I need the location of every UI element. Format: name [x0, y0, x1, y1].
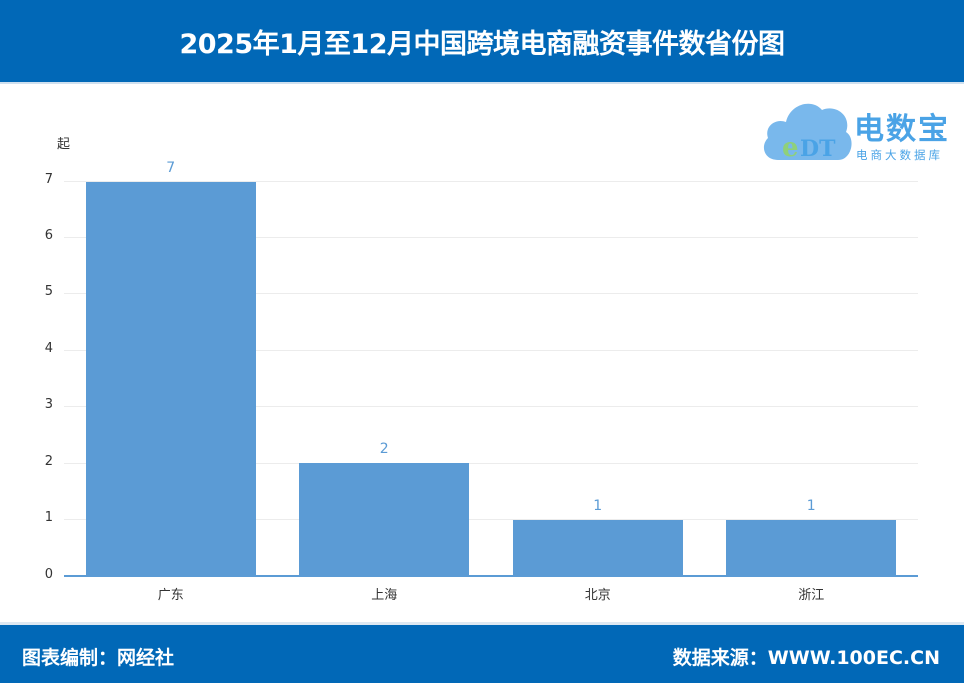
gridline-5 [64, 293, 918, 294]
bar [299, 463, 470, 576]
svg-text:DT: DT [800, 136, 836, 162]
logo-name: 电数宝 [854, 112, 950, 147]
gridline-4 [64, 350, 918, 351]
y-axis-unit: 起 [57, 137, 71, 152]
bar-value-label: 1 [593, 497, 603, 514]
gridline-7 [64, 181, 918, 182]
logo: e DT 电数宝 电商大数据库 [760, 90, 960, 168]
header-divider [0, 82, 964, 84]
x-tick-label: 北京 [584, 588, 611, 603]
bar [512, 519, 683, 576]
bar-value-label: 2 [379, 441, 389, 458]
gridline-6 [64, 237, 918, 238]
y-tick: 7 [44, 172, 53, 187]
y-tick: 2 [44, 454, 53, 469]
bar-value-label: 1 [806, 497, 816, 514]
chart-title-bar: 2025年1月至12月中国跨境电商融资事件数省份图 [0, 0, 964, 82]
y-tick: 0 [44, 567, 53, 582]
y-tick: 5 [44, 284, 53, 299]
x-tick-label: 广东 [157, 588, 184, 603]
y-tick: 6 [44, 228, 53, 243]
bar-value-label: 7 [166, 160, 176, 176]
y-tick: 3 [44, 397, 53, 412]
x-tick-label: 浙江 [798, 588, 825, 603]
footer-bar: 图表编制：网经社 数据来源：WWW.100EC.CN [0, 625, 964, 683]
logo-subtitle: 电商大数据库 [856, 148, 943, 162]
y-tick: 4 [44, 341, 53, 356]
gridline-3 [64, 406, 918, 407]
gridline-1 [64, 519, 918, 520]
svg-text:e: e [782, 133, 799, 163]
y-tick: 1 [44, 510, 53, 525]
chart-title: 2025年1月至12月中国跨境电商融资事件数省份图 [179, 28, 785, 60]
cloud-edt-icon: e DT [763, 103, 852, 163]
bar [85, 182, 256, 576]
x-tick-label: 上海 [371, 588, 398, 603]
footer-source: 数据来源：WWW.100EC.CN [672, 647, 940, 669]
x-axis-line [64, 575, 918, 577]
footer-divider [0, 622, 964, 625]
gridline-2 [64, 463, 918, 464]
bar [726, 519, 897, 576]
footer-credit: 图表编制：网经社 [22, 647, 175, 669]
